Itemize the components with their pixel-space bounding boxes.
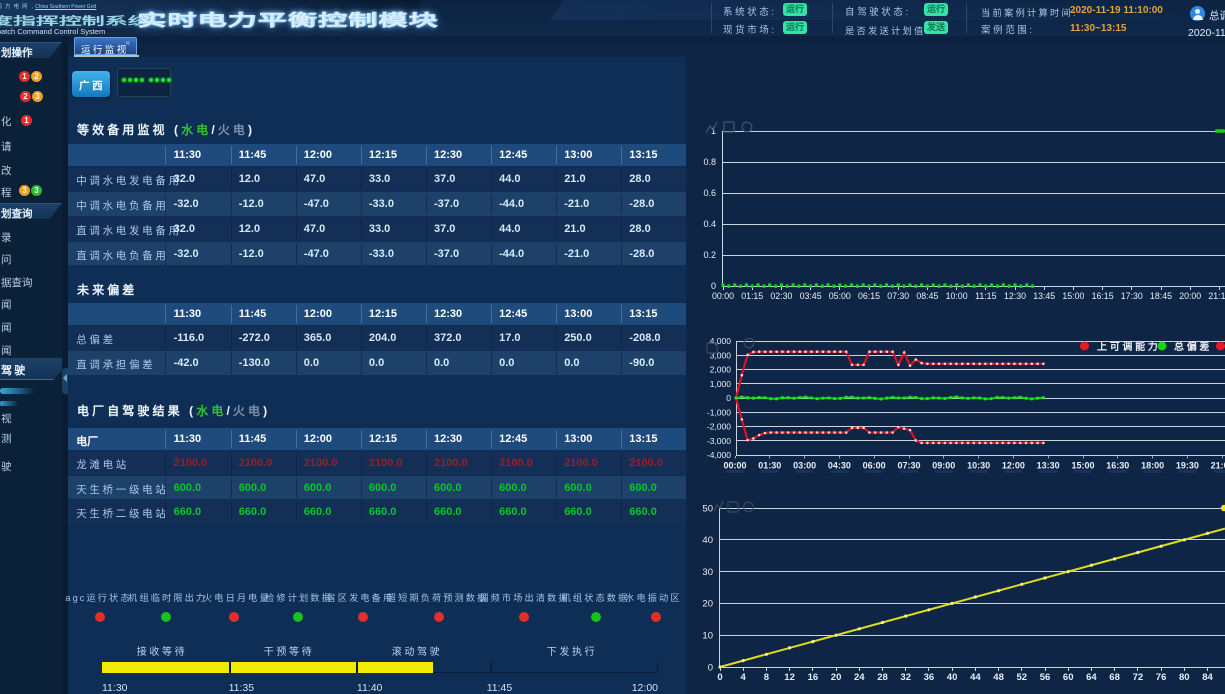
svg-text:30: 30 [702, 567, 713, 578]
svg-text:18:00: 18:00 [1141, 461, 1164, 471]
svg-text:24: 24 [854, 672, 865, 683]
svg-text:16:15: 16:15 [1092, 291, 1114, 301]
svg-text:-4,000: -4,000 [707, 450, 731, 460]
svg-text:3,000: 3,000 [710, 350, 732, 360]
svg-text:13:45: 13:45 [1033, 291, 1055, 301]
svg-text:28: 28 [877, 672, 888, 683]
svg-text:10:00: 10:00 [946, 291, 968, 301]
svg-text:03:45: 03:45 [800, 291, 822, 301]
svg-text:01:15: 01:15 [741, 291, 763, 301]
svg-text:13:30: 13:30 [1037, 461, 1060, 471]
svg-text:40: 40 [947, 672, 958, 683]
svg-text:总偏差: 总偏差 [1174, 340, 1212, 353]
svg-text:-2,000: -2,000 [707, 422, 731, 432]
svg-text:21:15: 21:15 [1208, 291, 1225, 301]
svg-text:01:30: 01:30 [758, 461, 781, 471]
svg-text:32: 32 [900, 672, 911, 683]
svg-text:21:00: 21:00 [1211, 461, 1225, 471]
svg-text:0: 0 [726, 393, 731, 403]
svg-text:8: 8 [764, 672, 769, 683]
svg-text:2,000: 2,000 [710, 365, 732, 375]
svg-text:80: 80 [1179, 672, 1190, 683]
svg-text:50: 50 [702, 503, 713, 514]
svg-text:0: 0 [711, 281, 716, 291]
svg-text:10: 10 [702, 631, 713, 642]
svg-text:上可调能力: 上可调能力 [1097, 340, 1161, 353]
svg-text:84: 84 [1202, 672, 1213, 683]
svg-text:05:00: 05:00 [829, 291, 851, 301]
svg-text:15:00: 15:00 [1071, 461, 1094, 471]
svg-text:44: 44 [970, 672, 981, 683]
svg-text:68: 68 [1109, 672, 1120, 683]
svg-text:60: 60 [1063, 672, 1074, 683]
svg-text:20: 20 [702, 599, 713, 610]
svg-text:12: 12 [784, 672, 795, 683]
svg-text:03:00: 03:00 [793, 461, 816, 471]
svg-text:1: 1 [711, 126, 716, 136]
svg-text:07:30: 07:30 [887, 291, 909, 301]
svg-text:4,000: 4,000 [710, 336, 732, 346]
svg-text:-1,000: -1,000 [707, 407, 731, 417]
svg-text:40: 40 [702, 535, 713, 546]
svg-text:06:00: 06:00 [863, 461, 886, 471]
svg-text:00:00: 00:00 [712, 291, 734, 301]
svg-text:08:45: 08:45 [916, 291, 938, 301]
svg-text:16:30: 16:30 [1106, 461, 1129, 471]
svg-text:00:00: 00:00 [723, 461, 746, 471]
svg-text:0.6: 0.6 [703, 188, 716, 198]
svg-text:48: 48 [993, 672, 1004, 683]
svg-text:0: 0 [708, 662, 713, 673]
svg-text:02:30: 02:30 [770, 291, 792, 301]
svg-text:72: 72 [1133, 672, 1144, 683]
svg-text:0.8: 0.8 [703, 157, 716, 167]
svg-text:1,000: 1,000 [710, 379, 732, 389]
svg-text:36: 36 [924, 672, 935, 683]
svg-text:17:30: 17:30 [1121, 291, 1143, 301]
svg-text:04:30: 04:30 [828, 461, 851, 471]
svg-text:15:00: 15:00 [1062, 291, 1084, 301]
svg-text:0.4: 0.4 [703, 219, 716, 229]
svg-text:-3,000: -3,000 [707, 436, 731, 446]
svg-text:20:00: 20:00 [1179, 291, 1201, 301]
svg-text:19:30: 19:30 [1176, 461, 1199, 471]
svg-text:4: 4 [741, 672, 747, 683]
svg-text:06:15: 06:15 [858, 291, 880, 301]
svg-text:52: 52 [1017, 672, 1028, 683]
svg-text:64: 64 [1086, 672, 1097, 683]
svg-text:12:30: 12:30 [1004, 291, 1026, 301]
svg-text:18:45: 18:45 [1150, 291, 1172, 301]
svg-text:10:30: 10:30 [967, 461, 990, 471]
svg-text:11:15: 11:15 [975, 291, 996, 301]
svg-text:09:00: 09:00 [932, 461, 955, 471]
svg-text:0.2: 0.2 [703, 250, 716, 260]
svg-text:56: 56 [1040, 672, 1051, 683]
svg-text:16: 16 [808, 672, 819, 683]
svg-text:0: 0 [717, 672, 722, 683]
svg-text:20: 20 [831, 672, 842, 683]
svg-text:76: 76 [1156, 672, 1167, 683]
svg-text:12:00: 12:00 [1002, 461, 1025, 471]
svg-text:07:30: 07:30 [897, 461, 920, 471]
